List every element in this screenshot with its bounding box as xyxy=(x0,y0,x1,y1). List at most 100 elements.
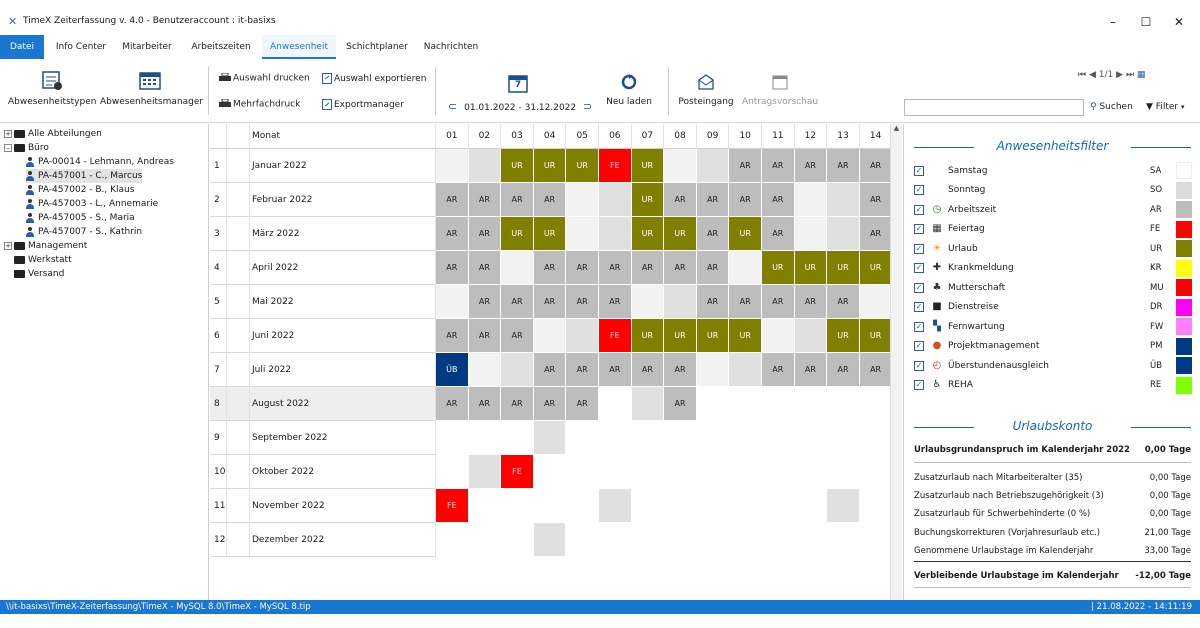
day-cell[interactable] xyxy=(631,455,665,489)
tree-node[interactable]: – Büro xyxy=(4,141,49,155)
day-cell[interactable]: AR xyxy=(859,149,890,183)
abwesenheitsmanager-button[interactable]: Abwesenheitsmanager xyxy=(100,71,203,107)
day-cell[interactable] xyxy=(501,523,534,557)
day-cell[interactable] xyxy=(827,489,860,523)
checkbox[interactable]: ✓ xyxy=(914,224,924,234)
month-name[interactable]: November 2022 xyxy=(250,489,436,523)
tree-expander-icon[interactable] xyxy=(4,256,12,264)
tab-info-center[interactable]: Info Center xyxy=(55,42,107,52)
day-cell[interactable]: AR xyxy=(729,149,762,183)
day-cell[interactable]: AR xyxy=(859,353,890,387)
month-name[interactable]: April 2022 xyxy=(250,251,436,285)
day-cell[interactable]: UR xyxy=(631,217,665,251)
day-cell[interactable] xyxy=(436,149,469,183)
day-cell[interactable]: AR xyxy=(566,251,599,285)
day-cell[interactable] xyxy=(599,455,632,489)
day-cell[interactable]: AR xyxy=(794,149,828,183)
day-cell[interactable]: AR xyxy=(468,285,502,319)
day-cell[interactable] xyxy=(859,455,890,489)
checkbox[interactable]: ✓ xyxy=(914,165,924,176)
day-cell[interactable] xyxy=(664,523,697,557)
day-cell[interactable] xyxy=(696,489,730,523)
day-cell[interactable] xyxy=(533,489,567,523)
day-cell[interactable]: UR xyxy=(859,319,890,353)
checkbox[interactable]: ✓ xyxy=(914,185,924,195)
day-cell[interactable]: AR xyxy=(599,285,632,319)
day-cell[interactable]: AR xyxy=(762,183,795,217)
checkbox[interactable]: ✓ xyxy=(914,321,924,332)
month-name[interactable]: Oktober 2022 xyxy=(250,455,436,489)
day-cell[interactable] xyxy=(762,387,795,421)
day-cell[interactable]: UR xyxy=(533,149,567,183)
day-cell[interactable]: UR xyxy=(501,149,534,183)
day-cell[interactable]: AR xyxy=(696,183,730,217)
day-cell[interactable]: AR xyxy=(533,387,567,421)
tab-datei[interactable]: Datei xyxy=(0,35,44,59)
day-cell[interactable] xyxy=(436,455,469,489)
tree-expander-icon[interactable]: + xyxy=(4,241,12,250)
tree-node[interactable]: PA-457003 - L., Annemarie xyxy=(26,197,158,211)
next-page-icon[interactable]: ▶ xyxy=(1116,70,1124,80)
day-cell[interactable]: UR xyxy=(501,217,534,251)
day-cell[interactable] xyxy=(501,353,534,387)
day-cell[interactable]: AR xyxy=(827,353,860,387)
day-cell[interactable]: AR xyxy=(794,353,828,387)
day-cell[interactable] xyxy=(664,489,697,523)
day-cell[interactable] xyxy=(468,421,502,455)
day-cell[interactable] xyxy=(436,421,469,455)
month-name[interactable]: März 2022 xyxy=(250,217,436,251)
day-cell[interactable] xyxy=(468,455,502,489)
day-cell[interactable] xyxy=(533,319,567,353)
grid-scrollbar[interactable]: ▲ xyxy=(890,124,902,600)
day-cell[interactable] xyxy=(827,455,860,489)
day-cell[interactable]: UR xyxy=(827,319,860,353)
day-cell[interactable] xyxy=(794,523,828,557)
day-cell[interactable] xyxy=(827,523,860,557)
day-cell[interactable] xyxy=(696,149,730,183)
day-cell[interactable]: AR xyxy=(599,353,632,387)
maximize-button[interactable]: ☐ xyxy=(1140,15,1152,29)
day-cell[interactable] xyxy=(729,421,762,455)
neu-laden-button[interactable]: Neu laden xyxy=(600,73,658,107)
day-cell[interactable] xyxy=(664,421,697,455)
day-cell[interactable] xyxy=(436,285,469,319)
day-cell[interactable]: AR xyxy=(468,319,502,353)
day-cell[interactable]: AR xyxy=(468,183,502,217)
day-cell[interactable]: UR xyxy=(794,251,828,285)
day-cell[interactable]: AR xyxy=(859,183,890,217)
day-cell[interactable] xyxy=(696,353,730,387)
day-cell[interactable] xyxy=(631,489,665,523)
month-name[interactable]: Januar 2022 xyxy=(250,149,436,183)
tree-node[interactable]: Versand xyxy=(4,267,64,281)
minimize-button[interactable]: – xyxy=(1110,15,1116,29)
day-cell[interactable] xyxy=(794,217,828,251)
tree-node[interactable]: PA-457002 - B., Klaus xyxy=(26,183,134,197)
day-cell[interactable] xyxy=(762,421,795,455)
scroll-up-icon[interactable]: ▲ xyxy=(893,124,900,132)
filter-item[interactable]: ✓ ✚ Krankmeldung KR xyxy=(914,259,1192,278)
checkbox[interactable]: ✓ xyxy=(914,341,924,351)
month-name[interactable]: Februar 2022 xyxy=(250,183,436,217)
day-cell[interactable]: AR xyxy=(696,285,730,319)
day-cell[interactable] xyxy=(566,217,599,251)
day-cell[interactable] xyxy=(827,183,860,217)
day-cell[interactable] xyxy=(762,523,795,557)
day-cell[interactable] xyxy=(599,421,632,455)
month-name[interactable]: Juni 2022 xyxy=(250,319,436,353)
day-cell[interactable] xyxy=(468,489,502,523)
day-cell[interactable] xyxy=(599,183,632,217)
checkbox[interactable]: ✓ xyxy=(914,243,924,254)
filter-item[interactable]: ✓ ▚ Fernwartung FW xyxy=(914,317,1192,336)
day-cell[interactable]: AR xyxy=(436,251,469,285)
day-cell[interactable] xyxy=(827,421,860,455)
day-cell[interactable] xyxy=(468,149,502,183)
day-cell[interactable]: AR xyxy=(664,183,697,217)
day-cell[interactable]: AR xyxy=(729,183,762,217)
filter-item[interactable]: ✓ ◷ Arbeitszeit AR xyxy=(914,200,1192,219)
day-cell[interactable] xyxy=(729,489,762,523)
day-cell[interactable]: AR xyxy=(827,285,860,319)
day-cell[interactable] xyxy=(664,455,697,489)
filter-item[interactable]: ✓ Samstag SA xyxy=(914,161,1192,180)
day-cell[interactable] xyxy=(729,353,762,387)
tab-arbeitszeiten[interactable]: Arbeitszeiten xyxy=(191,42,251,52)
